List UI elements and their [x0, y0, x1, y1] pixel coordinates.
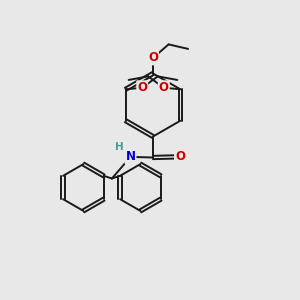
Text: O: O	[148, 51, 158, 64]
Text: N: N	[125, 150, 136, 164]
Text: O: O	[175, 150, 185, 164]
Text: O: O	[159, 81, 169, 94]
Text: O: O	[137, 81, 147, 94]
Text: H: H	[115, 142, 124, 152]
